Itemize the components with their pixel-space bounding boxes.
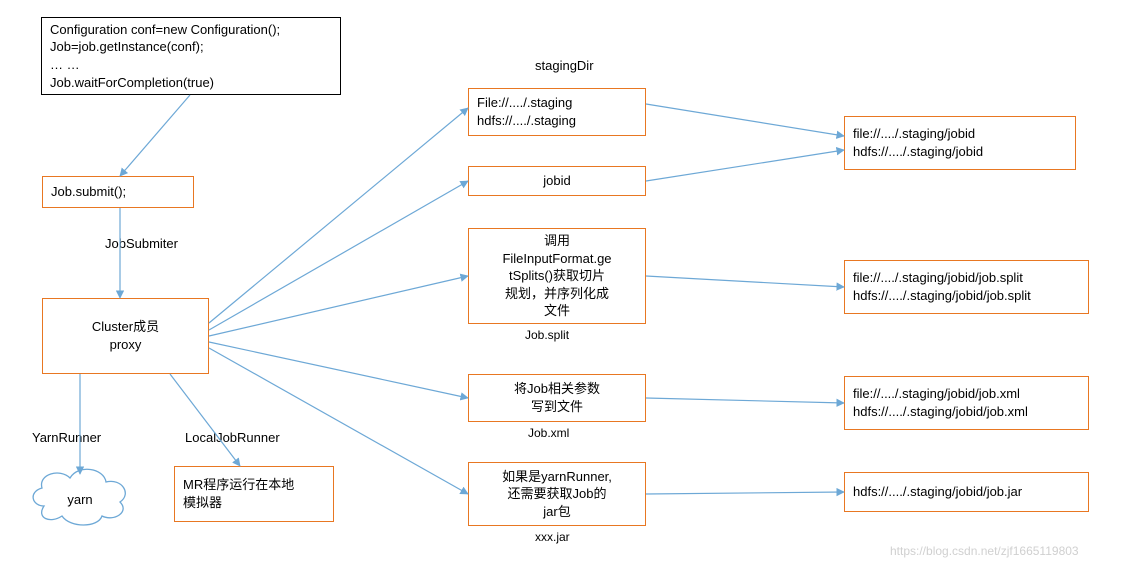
yarn-runner-label: YarnRunner — [32, 430, 101, 445]
yarn-cloud-label: yarn — [67, 492, 92, 507]
job-jar-path-box: hdfs://..../.staging/jobid/job.jar — [844, 472, 1089, 512]
edge — [120, 95, 190, 176]
edge — [646, 104, 844, 136]
edge — [646, 398, 844, 403]
jar-caption: xxx.jar — [535, 530, 570, 544]
splits-caption: Job.split — [525, 328, 569, 342]
splits-box: 调用 FileInputFormat.ge tSplits()获取切片 规划，并… — [468, 228, 646, 324]
job-xml-path-box: file://..../.staging/jobid/job.xml hdfs:… — [844, 376, 1089, 430]
config-code-box: Configuration conf=new Configuration(); … — [41, 17, 341, 95]
edge — [209, 276, 468, 336]
job-submiter-label: JobSubmiter — [105, 236, 178, 251]
jobxml-caption: Job.xml — [528, 426, 569, 440]
edge — [170, 374, 240, 466]
jobid-box: jobid — [468, 166, 646, 196]
jar-box: 如果是yarnRunner, 还需要获取Job的 jar包 — [468, 462, 646, 526]
job-submit-box: Job.submit(); — [42, 176, 194, 208]
edge — [209, 181, 468, 330]
mr-local-simulator-box: MR程序运行在本地 模拟器 — [174, 466, 334, 522]
cluster-proxy-box: Cluster成员 proxy — [42, 298, 209, 374]
local-job-runner-label: LocalJobRunner — [185, 430, 280, 445]
staging-dir-label: stagingDir — [535, 58, 594, 73]
edge — [209, 342, 468, 398]
staging-dir-box: File://..../.staging hdfs://..../.stagin… — [468, 88, 646, 136]
edge — [646, 150, 844, 181]
yarn-cloud-icon — [33, 469, 125, 525]
job-split-path-box: file://..../.staging/jobid/job.split hdf… — [844, 260, 1089, 314]
edge — [646, 492, 844, 494]
jobxml-box: 将Job相关参数 写到文件 — [468, 374, 646, 422]
edge — [209, 108, 468, 323]
edge — [646, 276, 844, 287]
staging-jobid-path-box: file://..../.staging/jobid hdfs://..../.… — [844, 116, 1076, 170]
watermark-text: https://blog.csdn.net/zjf1665119803 — [890, 544, 1079, 558]
